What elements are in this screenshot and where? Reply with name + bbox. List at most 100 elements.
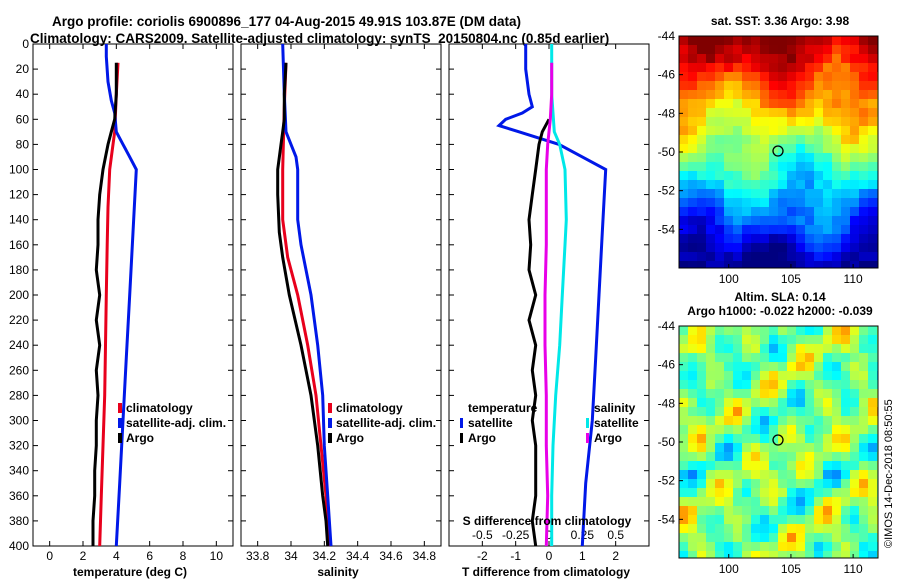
temperature-legend: climatology satellite-adj. clim. Argo xyxy=(118,401,226,445)
map-cell xyxy=(850,497,859,506)
map-cell xyxy=(760,153,769,162)
map-cell xyxy=(868,207,877,216)
map-cell xyxy=(715,54,724,63)
map-cell xyxy=(715,533,724,542)
map-cell xyxy=(823,542,832,551)
map-cell xyxy=(823,326,832,335)
map-cell xyxy=(688,362,697,371)
map-cell xyxy=(742,524,751,533)
y-tick-label: 220 xyxy=(9,313,29,327)
map-cell xyxy=(841,461,850,470)
map-cell xyxy=(733,551,742,558)
map-cell xyxy=(796,425,805,434)
map-cell xyxy=(787,198,796,207)
map-cell xyxy=(859,63,868,72)
map-cell xyxy=(868,542,877,551)
map-cell xyxy=(688,371,697,380)
map-cell xyxy=(733,135,742,144)
map-cell xyxy=(859,461,868,470)
map-cell xyxy=(796,434,805,443)
map-cell xyxy=(832,443,841,452)
map-cell xyxy=(832,126,841,135)
map-cell xyxy=(760,551,769,558)
legend-label-satellite-adj: satellite-adj. clim. xyxy=(126,416,226,430)
map-cell xyxy=(733,506,742,515)
map-cell xyxy=(724,81,733,90)
map-cell xyxy=(841,171,850,180)
map-cell xyxy=(832,243,841,252)
map-cell xyxy=(769,36,778,45)
map-cell xyxy=(859,371,868,380)
map-cell xyxy=(706,135,715,144)
legend-label-satellite-adj: satellite-adj. clim. xyxy=(336,416,436,430)
map-cell xyxy=(841,524,850,533)
legend-label-argo: Argo xyxy=(336,431,364,445)
map-cell xyxy=(805,171,814,180)
map-cell xyxy=(742,99,751,108)
map-cell xyxy=(724,180,733,189)
map-cell xyxy=(733,171,742,180)
map-cell xyxy=(724,425,733,434)
map-cell xyxy=(751,515,760,524)
map-cell xyxy=(859,45,868,54)
map-cell xyxy=(823,443,832,452)
map-cell xyxy=(868,216,877,225)
map-cell xyxy=(733,425,742,434)
map-cell xyxy=(868,171,877,180)
map-cell xyxy=(796,81,805,90)
map-cell xyxy=(805,380,814,389)
map-cell xyxy=(715,108,724,117)
map-cell xyxy=(715,216,724,225)
map-cell xyxy=(679,488,688,497)
salinity-xlabel: salinity xyxy=(317,565,359,579)
map-cell xyxy=(832,398,841,407)
map-cell xyxy=(868,99,877,108)
map-cell xyxy=(742,126,751,135)
map-cell xyxy=(859,261,868,268)
temperature-xlabel: temperature (deg C) xyxy=(73,565,187,579)
map-cell xyxy=(778,153,787,162)
map-cell xyxy=(796,416,805,425)
map-cell xyxy=(742,344,751,353)
salinity-legend: climatology satellite-adj. clim. Argo xyxy=(328,401,436,445)
map-cell xyxy=(742,443,751,452)
map-cell xyxy=(787,153,796,162)
map-cell xyxy=(859,425,868,434)
map-cell xyxy=(805,506,814,515)
map-cell xyxy=(751,416,760,425)
map-cell xyxy=(850,452,859,461)
map-cell xyxy=(742,171,751,180)
map-cell xyxy=(805,470,814,479)
map-cell xyxy=(742,144,751,153)
map-cell xyxy=(850,344,859,353)
map-cell xyxy=(778,72,787,81)
map-cell xyxy=(688,243,697,252)
map-cell xyxy=(697,54,706,63)
map-cell xyxy=(778,63,787,72)
map-cell xyxy=(850,189,859,198)
title-line-2: Climatology: CARS2009. Satellite-adjuste… xyxy=(30,31,610,46)
map-cell xyxy=(778,524,787,533)
map-cell xyxy=(841,416,850,425)
map-cell xyxy=(706,497,715,506)
map-cell xyxy=(778,443,787,452)
map-cell xyxy=(751,398,760,407)
map-cell xyxy=(841,45,850,54)
map-cell xyxy=(751,54,760,63)
map-cell xyxy=(733,144,742,153)
map-cell xyxy=(868,425,877,434)
map-cell xyxy=(841,380,850,389)
map-cell xyxy=(850,416,859,425)
map-cell xyxy=(760,90,769,99)
map-cell xyxy=(733,335,742,344)
legend-swatch-t-argo xyxy=(460,433,463,443)
map-cell xyxy=(715,144,724,153)
map-cell xyxy=(760,162,769,171)
map-cell xyxy=(814,524,823,533)
map-cell xyxy=(724,171,733,180)
map-cell xyxy=(859,335,868,344)
map-y-tick-label: -52 xyxy=(658,184,676,198)
map-cell xyxy=(859,389,868,398)
map-cell xyxy=(805,54,814,63)
map-cell xyxy=(814,261,823,268)
